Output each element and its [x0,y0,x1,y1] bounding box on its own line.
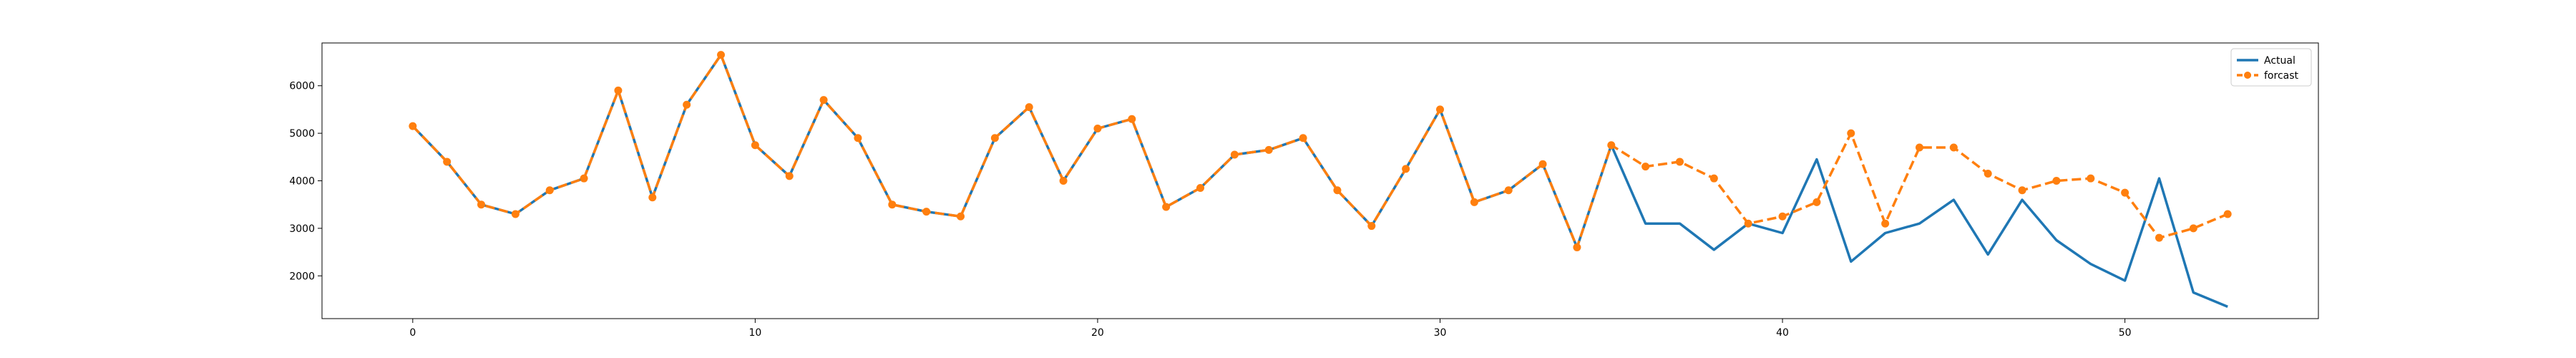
series-2-point [580,174,588,183]
series-2-point [2155,233,2163,242]
series-2-point [1470,198,1478,206]
series-2-point [1059,177,1068,185]
series-2-point [2052,177,2061,185]
series-2-point [1162,203,1171,211]
series-2-point [1573,243,1581,251]
series-2-point [477,200,486,209]
series-2-point [1025,103,1033,112]
series-2-point [1641,163,1650,171]
series-2-point [717,51,726,59]
series-2-point [1196,183,1205,192]
series-2-point [1504,186,1513,195]
y-tick-label: 2000 [289,271,315,282]
series-2-point [614,86,623,95]
series-2-point [2189,224,2197,233]
x-tick-label: 50 [2119,327,2132,339]
series-2-point [1607,141,1616,150]
y-tick-label: 4000 [289,176,315,188]
series-2-point [2223,210,2232,218]
series-2-point [957,212,965,221]
series-line-2 [411,53,2228,249]
y-tick-label: 5000 [289,128,315,140]
series-2-point [1093,124,1102,132]
series-2-point [854,134,862,142]
y-tick-label: 3000 [289,223,315,235]
series-2-point [922,208,931,216]
series-2-point [648,193,657,202]
series-2-point [1367,222,1376,231]
series-2-point [1709,174,1718,183]
series-2-point [683,100,691,109]
x-tick-label: 40 [1776,327,1789,339]
series-2-point [1230,150,1239,159]
x-tick-label: 30 [1434,327,1447,339]
series-2-point [751,141,759,150]
series-2-point [1675,158,1684,166]
plot-frame [321,42,2319,319]
x-tick-label: 0 [409,327,416,339]
x-tick-label: 20 [1091,327,1104,339]
series-2-point [409,122,417,130]
series-2-point [1128,115,1136,123]
series-2-point [1402,165,1410,173]
series-2-point [1915,143,1923,152]
series-2-point [1744,219,1752,228]
series-2-point [1538,160,1547,168]
series-2-point [511,210,519,218]
series-2-point [1333,186,1342,195]
series-2-point [785,172,794,180]
series-2-point [2018,186,2026,195]
axes: 0 10 20 30 40 50 2000 3000 4000 5000 6000 [289,81,2131,339]
legend-frame [2230,48,2312,87]
series-2-point [1847,129,1855,137]
series-2-point [819,96,828,105]
series-group [409,51,2232,309]
series-2-point [443,158,452,166]
series-2-point [1264,145,1273,154]
series-2-point [2087,174,2095,183]
series-2-point [990,134,999,142]
legend-label-2: forcast [2264,70,2299,82]
series-2-point [2121,188,2129,197]
series-2-point [1299,134,1307,142]
series-2-point [1778,212,1787,221]
series-2-point [888,200,897,209]
series-2-point [1881,219,1890,228]
series-2-point [1813,198,1821,206]
series-2-point [1984,170,1992,178]
legend-label-1: Actual [2264,55,2296,67]
series-2-point [1949,143,1958,152]
series-2-point [1435,105,1444,114]
x-tick-label: 10 [748,327,761,339]
series-2-point [545,186,554,195]
legend: Actual forcast [2230,48,2312,87]
legend-marker-2 [2244,72,2251,79]
y-tick-label: 6000 [289,81,315,92]
